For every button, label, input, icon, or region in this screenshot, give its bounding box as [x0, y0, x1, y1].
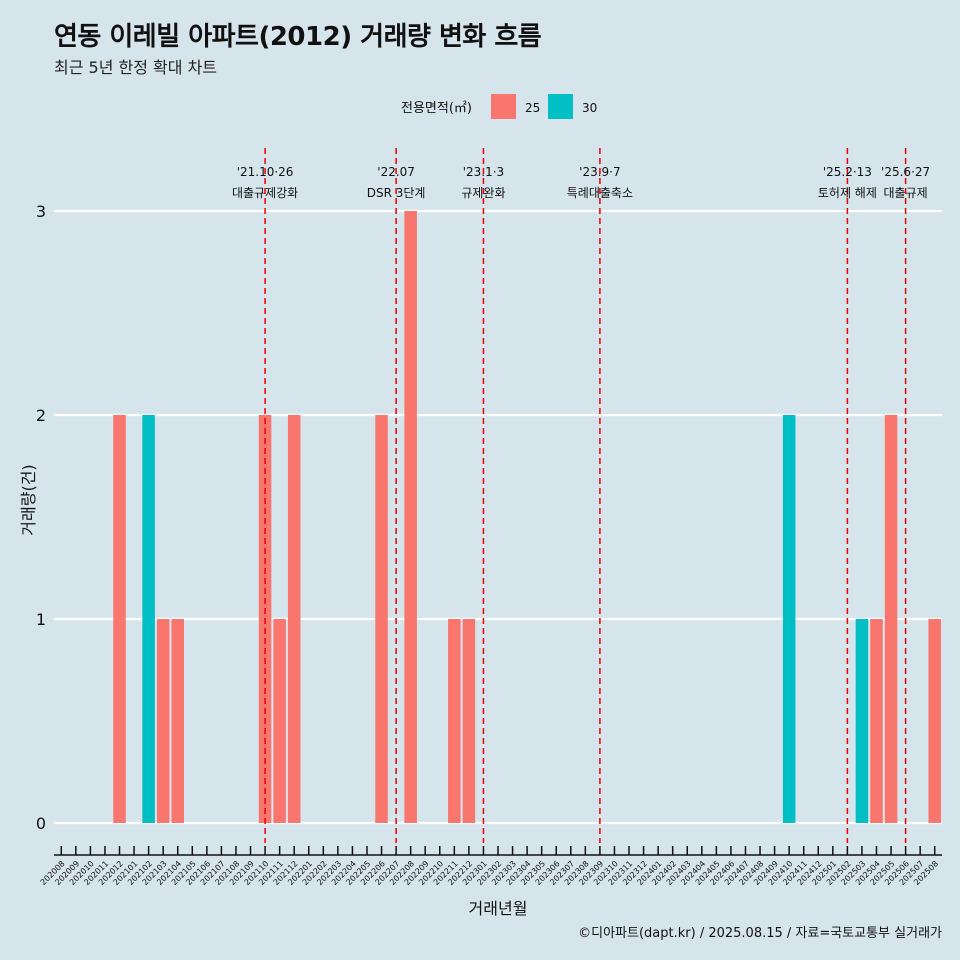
bar-25-202012 — [113, 415, 126, 823]
policy-label: 대출규제 — [884, 186, 928, 200]
bars — [113, 211, 941, 823]
policy-annotations: '21.10·26 대출규제강화 '22.07 DSR 3단계 '23.1·3 규제완화 '… — [232, 165, 930, 200]
legend-label-25: 25 — [525, 101, 540, 115]
y-tick-label: 0 — [36, 814, 46, 833]
policy-lines — [264, 148, 907, 843]
bar-25-202212 — [462, 619, 476, 823]
chart-subtitle: 최근 5년 한정 확대 차트 — [54, 58, 218, 77]
y-axis-label: 거래량(건) — [19, 464, 38, 535]
bar-30-202503 — [855, 619, 869, 823]
grid-lines — [54, 209, 942, 825]
policy-date: '23.1·3 — [463, 165, 504, 179]
policy-label: 대출규제강화 — [232, 186, 298, 200]
bar-25-202505 — [884, 415, 898, 823]
y-axis: 0 1 2 3 거래량(건) — [19, 202, 46, 833]
policy-date: '25.6·27 — [881, 165, 930, 179]
y-tick-label: 2 — [36, 406, 46, 425]
bar-25-202208 — [404, 211, 417, 823]
legend: 전용면적(㎡) 25 30 — [401, 94, 597, 119]
bar-25-202111 — [273, 619, 286, 823]
legend-title: 전용면적(㎡) — [401, 101, 472, 116]
chart-title: 연동 이레빌 아파트(2012) 거래량 변화 흐름 — [54, 22, 542, 52]
policy-label: DSR 3단계 — [367, 186, 426, 200]
policy-date: '22.07 — [377, 165, 415, 179]
policy-date: '21.10·26 — [237, 165, 294, 179]
bar-25-202211 — [448, 619, 461, 823]
bar-25-202508 — [928, 619, 941, 823]
bar-25-202103 — [156, 619, 170, 823]
legend-label-30: 30 — [582, 101, 597, 115]
legend-swatch-25 — [491, 94, 516, 119]
bar-25-202104 — [171, 619, 184, 823]
bar-25-202112 — [287, 415, 301, 823]
policy-label: 특례대출축소 — [567, 186, 633, 200]
policy-date: '23.9·7 — [579, 165, 620, 179]
y-tick-label: 3 — [36, 202, 46, 221]
source-caption: ©디아파트(dapt.kr) / 2025.08.15 / 자료=국토교통부 실… — [578, 926, 942, 941]
bar-25-202504 — [870, 619, 883, 823]
x-axis: 2020082020092020102020112020122021012021… — [39, 846, 942, 918]
policy-label: 토허제 해제 — [818, 186, 877, 200]
x-axis-label: 거래년월 — [469, 899, 528, 918]
bar-25-202206 — [375, 415, 388, 823]
bar-30-202410 — [782, 415, 796, 823]
bar-30-202102 — [142, 415, 155, 823]
y-tick-label: 1 — [36, 610, 46, 629]
policy-date: '25.2·13 — [823, 165, 872, 179]
policy-label: 규제완화 — [461, 186, 505, 200]
legend-swatch-30 — [548, 94, 573, 119]
